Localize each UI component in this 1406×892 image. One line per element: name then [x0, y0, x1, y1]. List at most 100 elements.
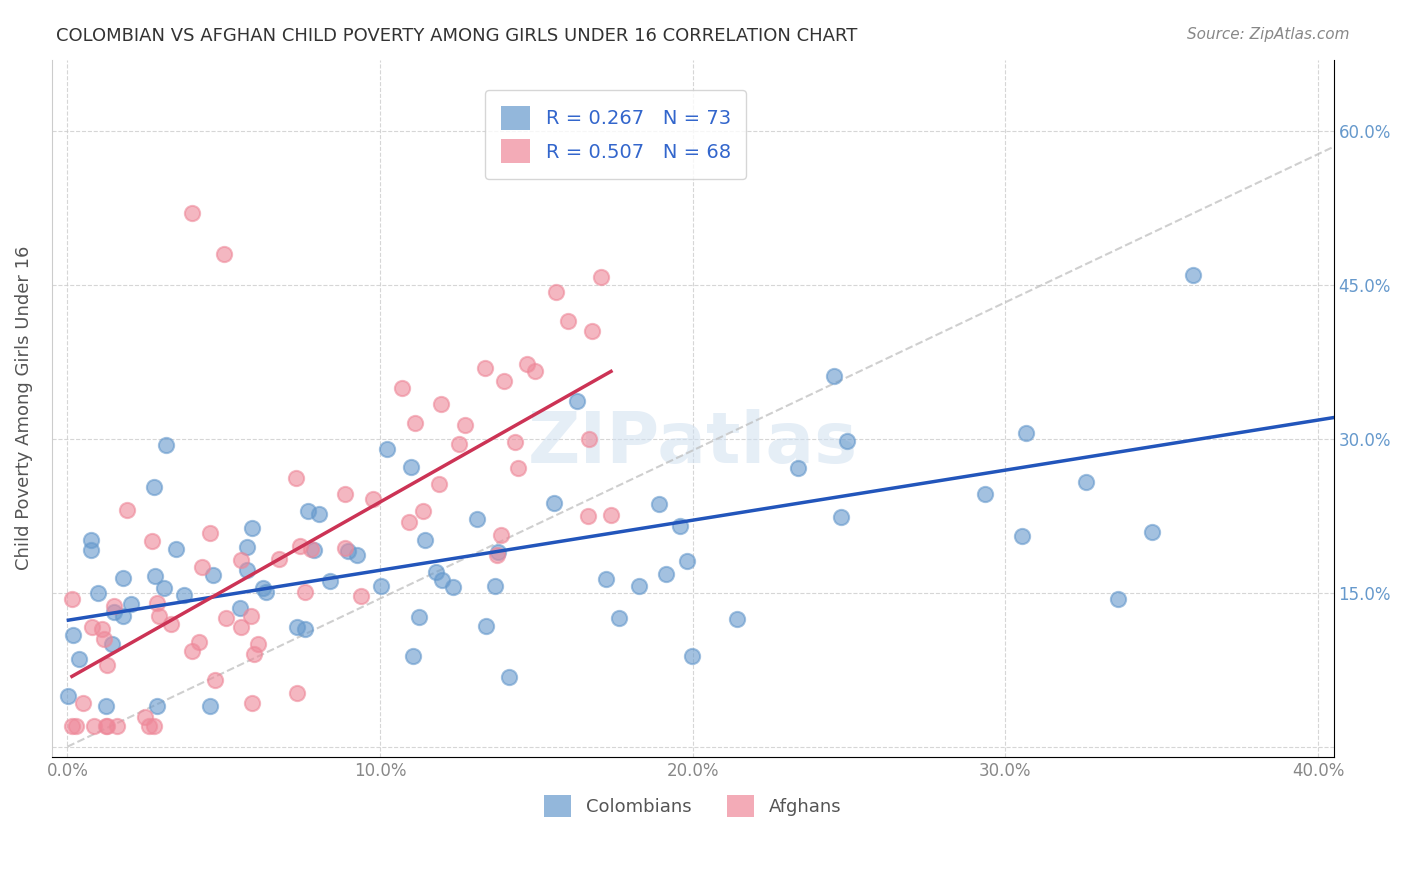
Colombians — [236, 541, 259, 555]
Afghans — [145, 596, 167, 610]
Colombians — [823, 368, 845, 383]
Colombians — [79, 533, 101, 547]
Afghans — [96, 719, 118, 733]
Colombians — [441, 580, 464, 594]
Afghans — [333, 541, 356, 555]
Afghans — [215, 611, 238, 625]
Afghans — [474, 361, 496, 376]
Afghans — [83, 719, 105, 733]
Colombians — [86, 586, 108, 600]
Colombians — [152, 581, 174, 595]
Colombians — [229, 601, 252, 615]
Afghans — [267, 552, 290, 566]
Afghans — [198, 525, 221, 540]
Colombians — [58, 689, 80, 703]
Afghans — [524, 363, 547, 377]
Afghans — [141, 534, 163, 549]
Afghans — [247, 637, 270, 651]
Colombians — [308, 507, 330, 521]
Afghans — [398, 515, 420, 529]
Colombians — [1181, 268, 1204, 282]
Afghans — [96, 657, 118, 672]
Afghans — [391, 381, 413, 395]
Afghans — [240, 609, 263, 624]
Colombians — [252, 581, 274, 595]
Afghans — [544, 285, 567, 299]
Colombians — [202, 568, 225, 582]
Afghans — [600, 508, 623, 523]
Afghans — [65, 719, 87, 733]
Colombians — [103, 605, 125, 619]
Afghans — [148, 608, 170, 623]
Colombians — [408, 610, 430, 624]
Afghans — [581, 325, 603, 339]
Colombians — [413, 533, 436, 547]
Colombians — [346, 549, 368, 563]
Afghans — [516, 358, 538, 372]
Afghans — [557, 314, 579, 328]
Colombians — [676, 554, 699, 568]
Afghans — [190, 559, 212, 574]
Colombians — [607, 611, 630, 625]
Colombians — [198, 698, 221, 713]
Afghans — [285, 686, 308, 700]
Colombians — [336, 544, 359, 558]
Afghans — [134, 710, 156, 724]
Colombians — [143, 569, 166, 583]
Colombians — [648, 497, 671, 511]
Colombians — [155, 438, 177, 452]
Afghans — [212, 247, 235, 261]
Colombians — [236, 563, 259, 577]
Afghans — [578, 508, 600, 523]
Afghans — [181, 206, 204, 220]
Afghans — [412, 504, 434, 518]
Y-axis label: Child Poverty Among Girls Under 16: Child Poverty Among Girls Under 16 — [15, 246, 32, 571]
Colombians — [370, 579, 392, 593]
Afghans — [93, 632, 115, 646]
Colombians — [111, 571, 134, 585]
Legend: Colombians, Afghans: Colombians, Afghans — [537, 789, 849, 824]
Colombians — [486, 545, 509, 559]
Colombians — [835, 434, 858, 449]
Colombians — [165, 541, 187, 556]
Afghans — [294, 585, 316, 599]
Text: COLOMBIAN VS AFGHAN CHILD POVERTY AMONG GIRLS UNDER 16 CORRELATION CHART: COLOMBIAN VS AFGHAN CHILD POVERTY AMONG … — [56, 27, 858, 45]
Colombians — [120, 598, 142, 612]
Colombians — [830, 509, 852, 524]
Afghans — [243, 647, 266, 661]
Colombians — [973, 486, 995, 500]
Colombians — [669, 519, 692, 533]
Afghans — [204, 673, 226, 687]
Colombians — [565, 394, 588, 409]
Colombians — [319, 574, 342, 588]
Afghans — [285, 471, 308, 485]
Colombians — [399, 460, 422, 475]
Colombians — [1011, 529, 1033, 543]
Colombians — [294, 622, 316, 636]
Afghans — [447, 436, 470, 450]
Afghans — [288, 540, 311, 554]
Afghans — [349, 590, 371, 604]
Afghans — [103, 599, 125, 614]
Text: Source: ZipAtlas.com: Source: ZipAtlas.com — [1187, 27, 1350, 42]
Colombians — [465, 512, 488, 526]
Colombians — [101, 637, 124, 651]
Afghans — [485, 548, 508, 562]
Colombians — [173, 588, 195, 602]
Afghans — [231, 552, 253, 566]
Afghans — [60, 592, 83, 607]
Colombians — [302, 543, 325, 558]
Afghans — [494, 374, 516, 388]
Colombians — [146, 698, 169, 713]
Colombians — [62, 628, 84, 642]
Afghans — [430, 396, 453, 410]
Afghans — [589, 269, 612, 284]
Colombians — [377, 442, 399, 457]
Afghans — [94, 719, 117, 733]
Afghans — [142, 719, 165, 733]
Afghans — [90, 622, 112, 636]
Afghans — [240, 697, 263, 711]
Afghans — [503, 435, 526, 450]
Colombians — [543, 496, 565, 510]
Afghans — [60, 719, 83, 733]
